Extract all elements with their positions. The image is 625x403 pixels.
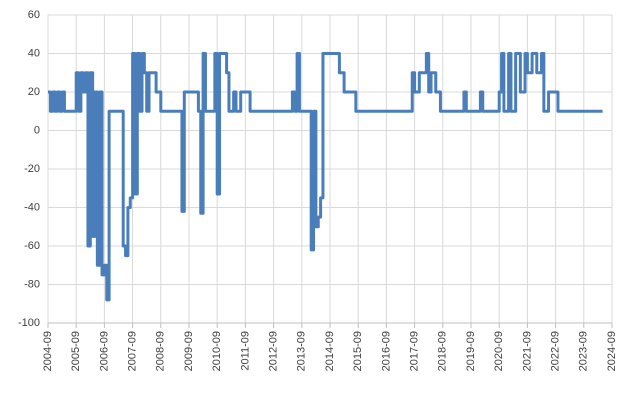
x-tick-label: 2008-09 xyxy=(155,331,167,371)
x-tick-label: 2018-09 xyxy=(437,331,449,371)
x-tick-label: 2014-09 xyxy=(324,331,336,371)
x-tick-label: 2020-09 xyxy=(493,331,505,371)
data-line xyxy=(48,52,603,302)
y-tick-label: -80 xyxy=(24,278,40,290)
x-tick-label: 2006-09 xyxy=(98,331,110,371)
x-tick-label: 2005-09 xyxy=(70,331,82,371)
y-tick-label: 0 xyxy=(34,124,40,136)
y-tick-label: 60 xyxy=(28,9,40,21)
x-tick-label: 2022-09 xyxy=(550,331,562,371)
x-tick-label: 2021-09 xyxy=(521,331,533,371)
x-tick-label: 2004-09 xyxy=(42,331,54,371)
y-tick-label: 40 xyxy=(28,47,40,59)
x-tick-label: 2007-09 xyxy=(127,331,139,371)
x-tick-label: 2012-09 xyxy=(268,331,280,371)
x-tick-label: 2024-09 xyxy=(606,331,618,371)
x-tick-label: 2015-09 xyxy=(352,331,364,371)
y-tick-label: -20 xyxy=(24,163,40,175)
x-tick-label: 2023-09 xyxy=(578,331,590,371)
y-tick-label: -100 xyxy=(18,317,40,329)
x-tick-label: 2017-09 xyxy=(409,331,421,371)
y-tick-label: 20 xyxy=(28,86,40,98)
y-tick-label: -60 xyxy=(24,240,40,252)
x-tick-label: 2010-09 xyxy=(211,331,223,371)
x-tick-label: 2011-09 xyxy=(239,331,251,371)
x-tick-label: 2013-09 xyxy=(296,331,308,371)
x-tick-label: 2019-09 xyxy=(465,331,477,371)
x-tick-label: 2016-09 xyxy=(380,331,392,371)
x-tick-label: 2009-09 xyxy=(183,331,195,371)
y-tick-label: -40 xyxy=(24,201,40,213)
